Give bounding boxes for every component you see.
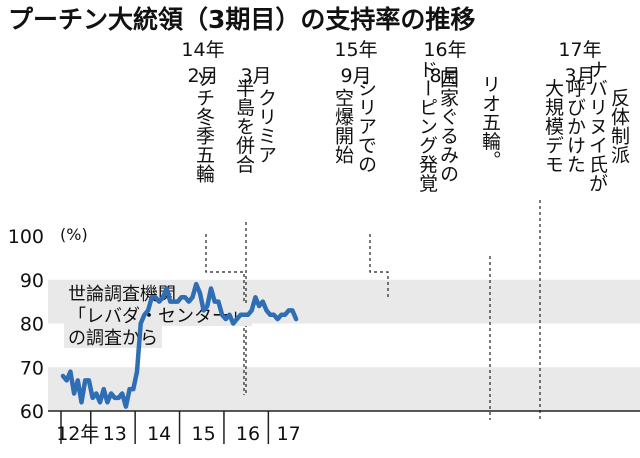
- y-tick-label: 100: [8, 226, 44, 248]
- annotation-leader: [369, 234, 389, 300]
- x-year-label: 14: [147, 423, 171, 445]
- annotation-event: クリミア: [255, 88, 277, 164]
- y-tick-label: 90: [20, 270, 44, 292]
- annotation-event: リオ五輪。: [479, 75, 501, 170]
- source-note-line: の調査から: [68, 328, 158, 349]
- x-year-label: 12年: [56, 423, 99, 445]
- x-year-label: 13: [103, 423, 127, 445]
- annotation-event: ドーピング発覚: [416, 60, 438, 193]
- annotation-date: 15年: [334, 39, 377, 61]
- annotation-date: 8月: [429, 65, 460, 87]
- annotation-event: 大規模デモ: [542, 78, 564, 173]
- annotation-date: 2月: [187, 65, 218, 87]
- chart-title: プーチン大統領（3期目）の支持率の推移: [8, 5, 475, 34]
- annotation-date: 17年: [558, 39, 601, 61]
- x-axis: 12年 13 14 15 16 17: [48, 410, 640, 445]
- grid-band: [48, 367, 640, 411]
- annotation-event: 呼びかけた: [564, 78, 586, 173]
- annotation-date: 9月: [340, 65, 371, 87]
- series-line: [60, 281, 299, 409]
- y-tick-label: 60: [20, 401, 44, 423]
- annotation-date: 14年: [181, 39, 224, 61]
- y-tick-labels: 60 70 80 90 100: [8, 226, 44, 423]
- x-year-label: 16: [236, 423, 260, 445]
- annotation-event: シリアでの: [355, 79, 377, 174]
- annotation-event: ナバリヌイ氏が: [586, 60, 608, 193]
- y-tick-label: 80: [20, 314, 44, 336]
- y-unit-label: (%): [60, 225, 88, 244]
- annotation-leader: [205, 234, 245, 395]
- annotation-date: 16年: [423, 39, 466, 61]
- annotation-event: 国家ぐるみの: [437, 69, 459, 183]
- annotation-date: 3月: [564, 65, 595, 87]
- x-year-label: 15: [192, 423, 216, 445]
- series-group: [60, 281, 299, 409]
- y-tick-label: 70: [20, 357, 44, 379]
- annotation-event: 半島を併合: [233, 78, 255, 173]
- annotation-date: 3月: [240, 65, 271, 87]
- annotation-event: ソチ冬季五輪: [193, 69, 215, 183]
- x-year-label: 17: [277, 423, 301, 445]
- annotation-event: 反体制派: [608, 88, 630, 164]
- annotation-event: 空爆開始: [332, 88, 354, 164]
